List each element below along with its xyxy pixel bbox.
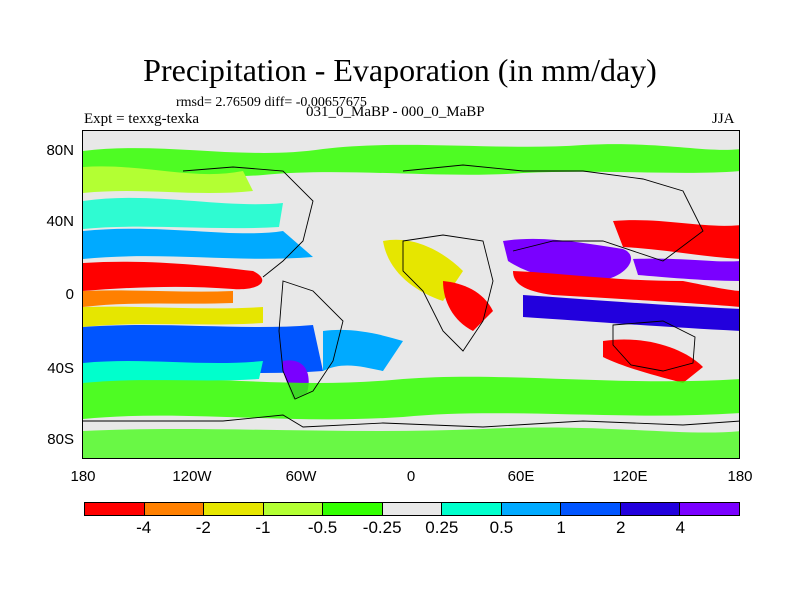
lon-tick-180e: 180: [727, 468, 753, 485]
lat-tick-80s: 80S: [47, 431, 74, 448]
lon-tick-60e: 60E: [507, 468, 535, 485]
africa-coast: [402, 234, 494, 352]
antarctic-green: [83, 427, 739, 458]
season-label: JJA: [712, 111, 735, 127]
colorbar-segment: [85, 503, 145, 515]
run-comparison-label: 031_0_MaBP - 000_0_MaBP: [306, 104, 485, 120]
australia-coast: [612, 320, 696, 372]
australia-red: [603, 339, 703, 383]
colorbar-segment: [204, 503, 264, 515]
west-pacific-red: [613, 220, 739, 259]
colorbar-segment: [382, 503, 443, 515]
precip-evap-map: [83, 131, 739, 458]
south-cyan-band: [83, 361, 263, 383]
south-indian-blue: [523, 295, 739, 331]
colorbar-segment: [323, 503, 383, 515]
north-pacific-green: [83, 166, 253, 193]
colorbar-segment: [620, 503, 681, 515]
colorbar-segment: [501, 503, 562, 515]
colorbar-tick-label: -4: [136, 518, 152, 537]
north-america-coast: [182, 166, 314, 278]
colorbar: [84, 502, 740, 516]
lat-tick-40n: 40N: [46, 213, 74, 230]
lon-tick-60w: 60W: [285, 468, 317, 485]
colorbar-tick-label: -0.5: [307, 518, 338, 537]
colorbar-tick-label: 4: [675, 518, 686, 537]
colorbar-segment: [263, 503, 324, 515]
india-purple: [503, 238, 632, 282]
lon-tick-180w: 180: [70, 468, 96, 485]
colorbar-segment: [442, 503, 502, 515]
coastlines: [83, 164, 739, 428]
lat-tick-0: 0: [65, 286, 74, 303]
west-africa-red: [443, 281, 493, 331]
colorbar-tick-label: -0.25: [362, 518, 402, 537]
colorbar-tick-label: -2: [195, 518, 211, 537]
antarctica-coast: [83, 414, 739, 428]
rmsd-diff-stats: rmsd= 2.76509 diff= -0.00657675: [176, 95, 367, 110]
pacific-itcz-orange: [83, 290, 233, 307]
lat-tick-40s: 40S: [47, 360, 74, 377]
south-america-coast: [278, 280, 344, 400]
colorbar-tick-label: 0.25: [425, 518, 459, 537]
pacific-itcz-red: [83, 261, 263, 291]
colorbar-segment: [680, 503, 740, 515]
map-plot-area: [82, 130, 740, 459]
plot-title: Precipitation - Evaporation (in mm/day): [143, 52, 657, 88]
colorbar-tick-label: 0.5: [489, 518, 514, 537]
pacific-south-yellow: [83, 306, 263, 327]
lon-tick-120w: 120W: [172, 468, 212, 485]
experiment-label: Expt = texxg-texka: [84, 111, 200, 127]
west-pacific-purple: [633, 258, 739, 281]
colorbar-segment: [561, 503, 621, 515]
south-america-blue: [323, 329, 403, 371]
lon-tick-120e: 120E: [612, 468, 648, 485]
colorbar-tick-label: 1: [556, 518, 566, 537]
colorbar-tick-label: 2: [615, 518, 626, 537]
indian-ocean-red: [513, 271, 739, 307]
cyan-patches: [83, 197, 283, 229]
eurasia-coast: [402, 164, 704, 262]
colorbar-segment: [144, 503, 205, 515]
southern-ocean-green: [83, 376, 739, 420]
lat-tick-80n: 80N: [46, 142, 74, 159]
lon-tick-0: 0: [406, 468, 416, 485]
subtropical-north-blue: [83, 228, 313, 259]
colorbar-tick-label: -1: [255, 518, 271, 537]
arctic-green-band: [83, 144, 739, 177]
